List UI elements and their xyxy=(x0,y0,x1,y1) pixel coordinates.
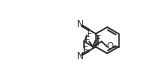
Text: F: F xyxy=(84,36,89,45)
Text: O: O xyxy=(107,42,114,51)
Text: N: N xyxy=(76,52,83,61)
Text: F: F xyxy=(87,30,92,39)
Text: F: F xyxy=(82,46,87,55)
Text: F: F xyxy=(95,35,100,44)
Text: N: N xyxy=(76,20,83,29)
